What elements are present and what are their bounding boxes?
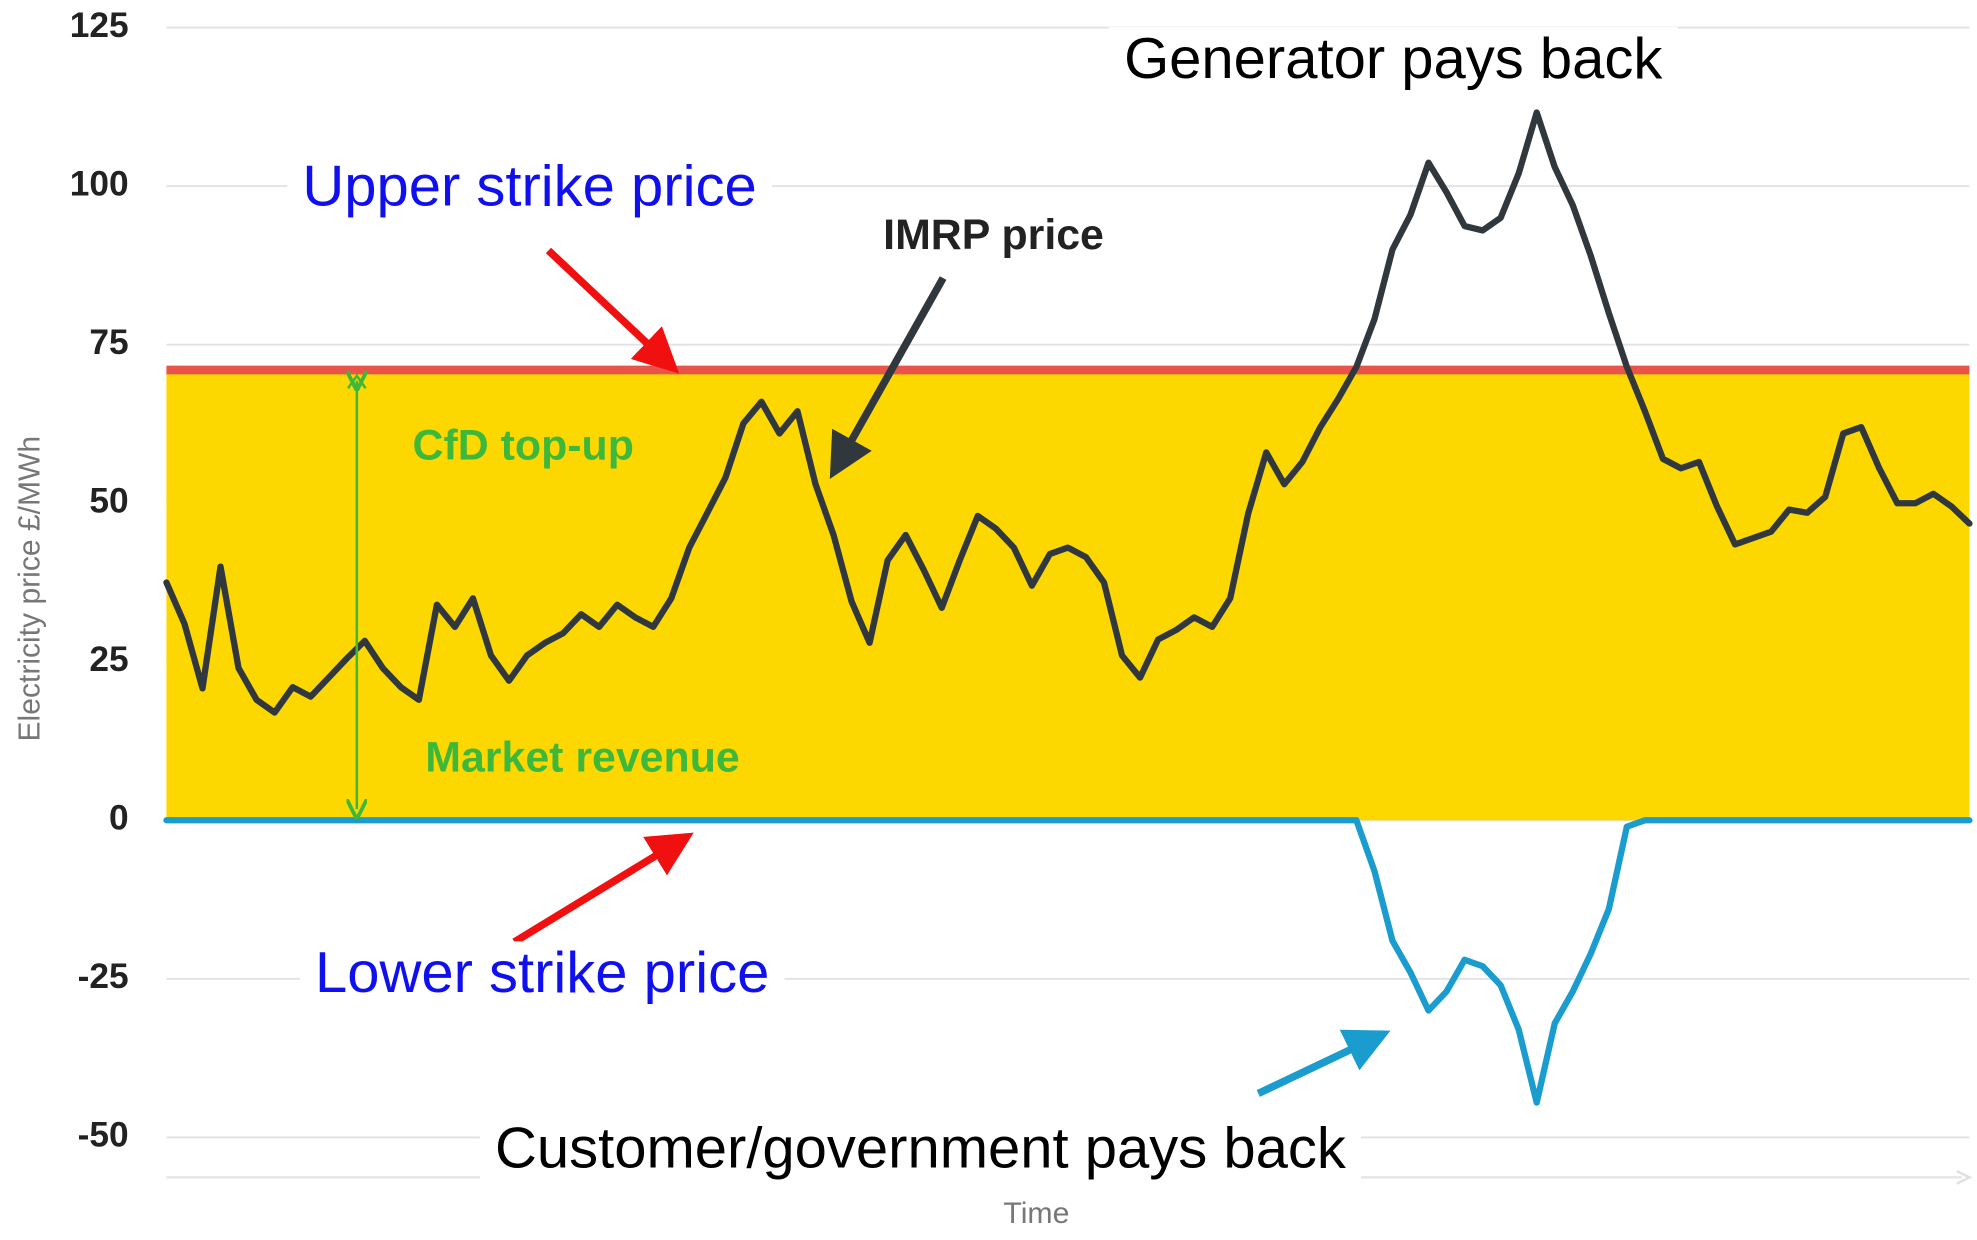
- annotation: Generator pays back: [1124, 27, 1662, 91]
- y-tick-label: -25: [78, 957, 129, 996]
- line-layer: [163, 109, 1973, 1106]
- y-tick-label: 75: [89, 323, 128, 362]
- series-line: [163, 109, 1973, 716]
- x-axis-label: Time: [1003, 1197, 1069, 1230]
- y-tick-label: 125: [70, 6, 129, 45]
- series-line: [163, 817, 1973, 1106]
- y-tick-label: 100: [70, 164, 129, 203]
- customer-arrow: [1256, 1029, 1391, 1097]
- cfd-band: [166, 370, 1970, 821]
- y-tick-label: -50: [78, 1116, 129, 1155]
- text-layer: -50 -25 0 25 50 75 100 125 Generator pays back Up…: [70, 6, 1678, 1181]
- annotation-bg: [479, 1116, 1362, 1181]
- annotation: Upper strike price: [302, 155, 756, 219]
- annotation: Lower strike price: [315, 941, 769, 1005]
- y-axis-label: Electricity price £/MWh: [13, 436, 46, 742]
- annotation-bg: [299, 941, 785, 1006]
- y-tick-label: 25: [89, 640, 128, 679]
- upper-arrow: [545, 247, 680, 374]
- imrp-arrow: [829, 276, 947, 480]
- lower-arrow: [512, 832, 694, 946]
- y-tick-label: 50: [89, 482, 128, 521]
- annotation: IMRP price: [883, 211, 1104, 259]
- annotation: CfD top-up: [413, 422, 634, 470]
- y-tick-label: 0: [109, 799, 129, 838]
- annotation: Customer/government pays back: [495, 1117, 1346, 1181]
- x-axis-arrow: [1956, 1169, 1973, 1185]
- annotation: Market revenue: [425, 734, 739, 782]
- annotation-bg: [287, 154, 772, 219]
- topup-arrowhead-top: [346, 373, 367, 390]
- annotation-bg: [1108, 27, 1678, 91]
- band-layer: [166, 365, 1970, 821]
